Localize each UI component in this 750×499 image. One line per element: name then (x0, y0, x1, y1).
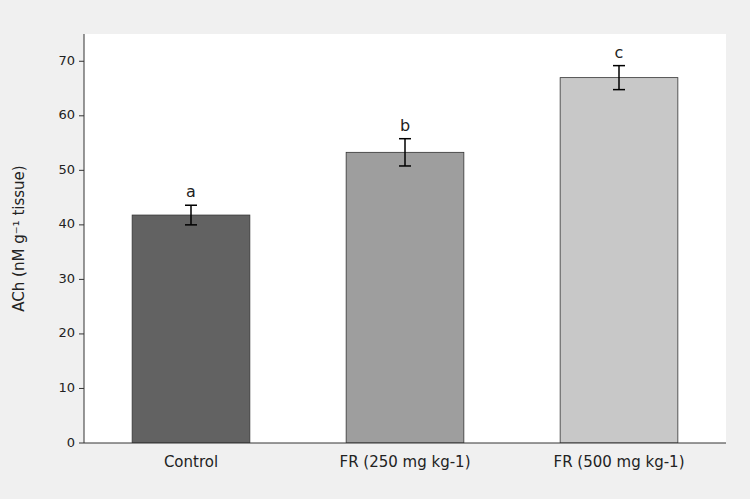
y-tick (79, 61, 84, 62)
y-tick-label: 50 (58, 162, 75, 177)
chart-container: a b c 0 10 20 30 40 50 60 70 ACh (nM g⁻¹ tissue) Con… (0, 0, 750, 499)
error-line (404, 139, 406, 166)
x-tick-label: FR (250 mg kg-1) (340, 453, 471, 471)
error-cap (185, 224, 197, 226)
y-tick-label: 20 (58, 325, 75, 340)
error-cap (399, 138, 411, 140)
y-tick (79, 115, 84, 116)
bar (560, 78, 678, 443)
significance-label: b (400, 116, 410, 135)
y-tick (79, 443, 84, 444)
error-bar (613, 66, 625, 90)
error-bar (185, 205, 197, 225)
annotations: a b c (186, 43, 623, 202)
significance-label: c (615, 43, 624, 62)
y-tick-label: 30 (58, 271, 75, 286)
significance-label: a (186, 182, 196, 201)
y-tick-label: 70 (58, 53, 75, 68)
error-line (190, 205, 192, 225)
y-tick-label: 60 (58, 107, 75, 122)
y-tick-label: 40 (58, 216, 75, 231)
y-tick (79, 170, 84, 171)
error-cap (399, 165, 411, 167)
x-axis: Control FR (250 mg kg-1) FR (500 mg kg-1) (84, 443, 726, 471)
y-tick (79, 388, 84, 389)
y-axis-label: ACh (nM g⁻¹ tissue) (10, 165, 28, 311)
y-tick (79, 333, 84, 334)
y-tick (79, 224, 84, 225)
y-axis-line (84, 34, 85, 443)
error-cap (185, 204, 197, 206)
error-cap (613, 65, 625, 67)
y-axis: 0 10 20 30 40 50 60 70 ACh (nM g⁻¹ tissue) (10, 34, 84, 450)
plot-background (84, 34, 726, 443)
x-tick-label: Control (164, 453, 218, 471)
x-tick-label: FR (500 mg kg-1) (554, 453, 685, 471)
bar (132, 215, 250, 443)
y-tick-label: 0 (67, 435, 75, 450)
error-bar (399, 139, 411, 166)
y-tick (79, 279, 84, 280)
x-axis-line (84, 443, 726, 444)
error-line (618, 66, 620, 90)
marks (132, 66, 678, 443)
y-tick-label: 10 (58, 380, 75, 395)
bar (346, 152, 464, 443)
chart-svg: a b c 0 10 20 30 40 50 60 70 ACh (nM g⁻¹ tissue) Con… (0, 0, 750, 499)
error-cap (613, 89, 625, 91)
